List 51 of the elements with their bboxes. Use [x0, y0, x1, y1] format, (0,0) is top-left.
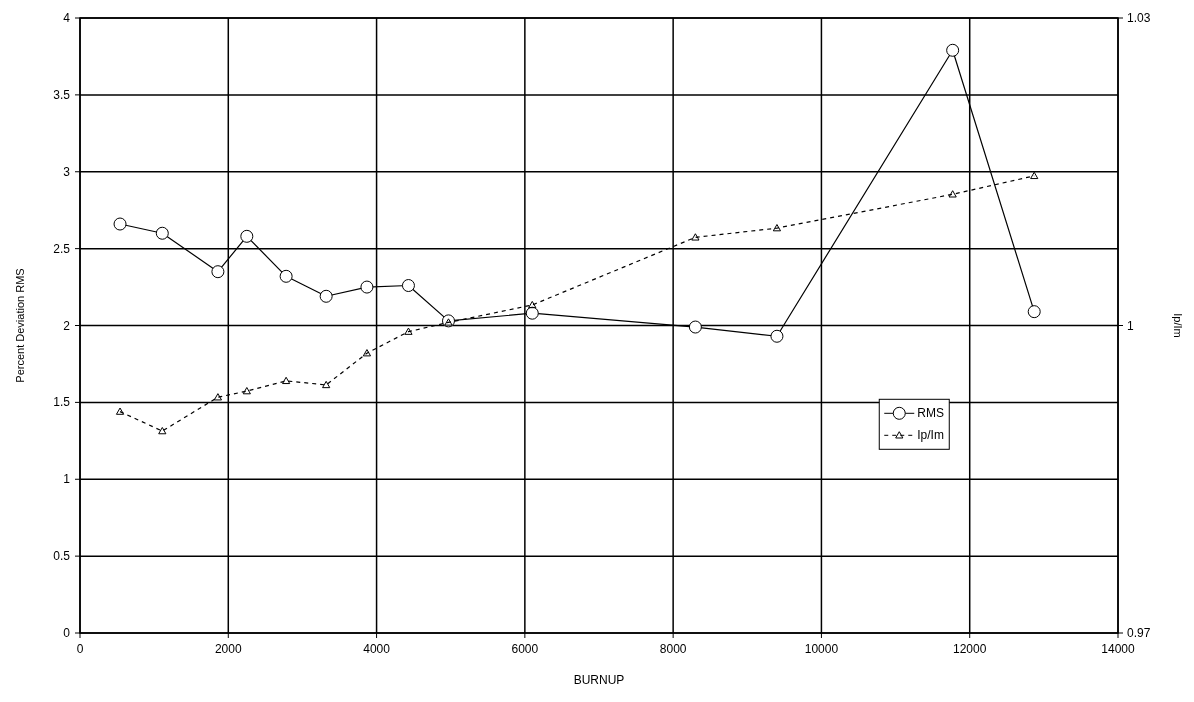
point	[242, 387, 251, 395]
point	[362, 349, 372, 357]
y-tick-label: 4	[63, 11, 71, 25]
y-axis-title: Percent Deviation RMS	[14, 268, 26, 383]
point	[1030, 171, 1039, 180]
point	[525, 306, 539, 320]
point	[240, 229, 254, 243]
point	[1027, 305, 1041, 319]
y-tick-label: 2.5	[53, 241, 71, 256]
x-tick-label: 6000	[511, 642, 539, 656]
y2-tick-label: 1.03	[1127, 11, 1151, 25]
x-tick-label: 2000	[214, 642, 242, 656]
x-tick-label: 14000	[1101, 642, 1136, 656]
point	[360, 280, 374, 294]
point	[770, 329, 784, 343]
y2-axis-title: Ip/Im	[1172, 313, 1184, 338]
legend-label: RMS	[917, 406, 944, 421]
point	[772, 224, 782, 232]
point	[688, 320, 702, 334]
point	[404, 327, 413, 335]
point	[213, 393, 223, 401]
point	[322, 380, 331, 389]
point	[158, 426, 167, 435]
y-tick-label: 3	[63, 164, 71, 179]
x-tick-label: 4000	[363, 642, 391, 656]
point	[319, 289, 333, 303]
point	[211, 265, 225, 279]
y-tick-label: 1.5	[53, 395, 71, 410]
point	[528, 300, 537, 309]
x-tick-label: 0	[76, 642, 84, 656]
y-tick-label: 1	[63, 472, 71, 487]
point	[948, 190, 957, 198]
point	[282, 376, 291, 385]
legend-label: Ip/Im	[917, 428, 944, 443]
x-tick-label: 12000	[953, 642, 987, 656]
point	[115, 407, 125, 415]
y-tick-label: 3.5	[53, 87, 71, 102]
y-tick-label: 2	[63, 318, 71, 333]
y-tick-label: 0.5	[53, 549, 71, 564]
point	[279, 269, 293, 283]
x-tick-label: 10000	[804, 642, 839, 656]
point	[113, 217, 127, 231]
point	[946, 43, 960, 57]
x-tick-label: 8000	[659, 642, 687, 656]
point	[401, 279, 415, 293]
point	[691, 233, 700, 241]
y-tick-label: 0	[63, 626, 71, 640]
point	[155, 226, 169, 240]
x-axis-title: BURNUP	[573, 673, 625, 687]
y2-tick-label: 1	[1127, 318, 1134, 333]
y2-tick-label: 0.97	[1127, 626, 1151, 640]
